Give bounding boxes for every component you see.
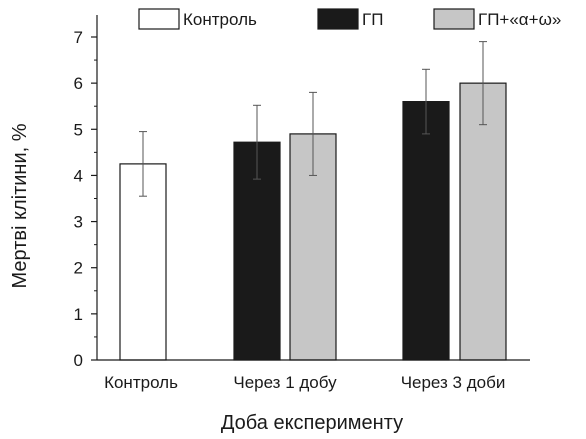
x-tick-label: Через 1 добу: [233, 373, 337, 392]
legend-item: Контроль: [138, 8, 257, 30]
legend-swatch: [433, 8, 475, 30]
legend-label: Контроль: [183, 10, 257, 29]
y-tick-label: 4: [74, 166, 83, 185]
error-bar: [253, 104, 261, 180]
legend-swatch: [317, 8, 359, 30]
error-bar: [139, 131, 147, 197]
legend-label: ГП+«α+ω»: [478, 10, 561, 29]
x-axis-title: Доба експерименту: [221, 412, 403, 434]
bar: [402, 100, 450, 361]
legend-label: ГП: [362, 10, 383, 29]
y-tick-label: 7: [74, 28, 83, 47]
y-axis-title: Мертві клітини, %: [9, 123, 31, 288]
legend-item: ГП+«α+ω»: [433, 8, 561, 30]
x-axis: Контроль Через 1 добу Через 3 доби: [97, 359, 530, 392]
y-tick-label: 3: [74, 213, 83, 232]
x-tick-label: Контроль: [104, 373, 178, 392]
y-tick-label: 5: [74, 120, 83, 139]
error-bar: [479, 41, 487, 126]
x-tick-label: Через 3 доби: [401, 373, 506, 392]
error-bars: [139, 41, 487, 197]
y-tick-label: 1: [74, 305, 83, 324]
legend: Контроль ГП ГП+«α+ω»: [138, 8, 561, 30]
error-bar: [309, 91, 317, 176]
y-tick-label: 2: [74, 259, 83, 278]
y-axis: 0 1 2 3 4 5 6 7: [74, 15, 98, 370]
error-bar: [422, 68, 430, 135]
legend-item: ГП: [317, 8, 383, 30]
legend-swatch: [138, 8, 180, 30]
y-tick-label: 0: [74, 351, 83, 370]
y-tick-label: 6: [74, 74, 83, 93]
